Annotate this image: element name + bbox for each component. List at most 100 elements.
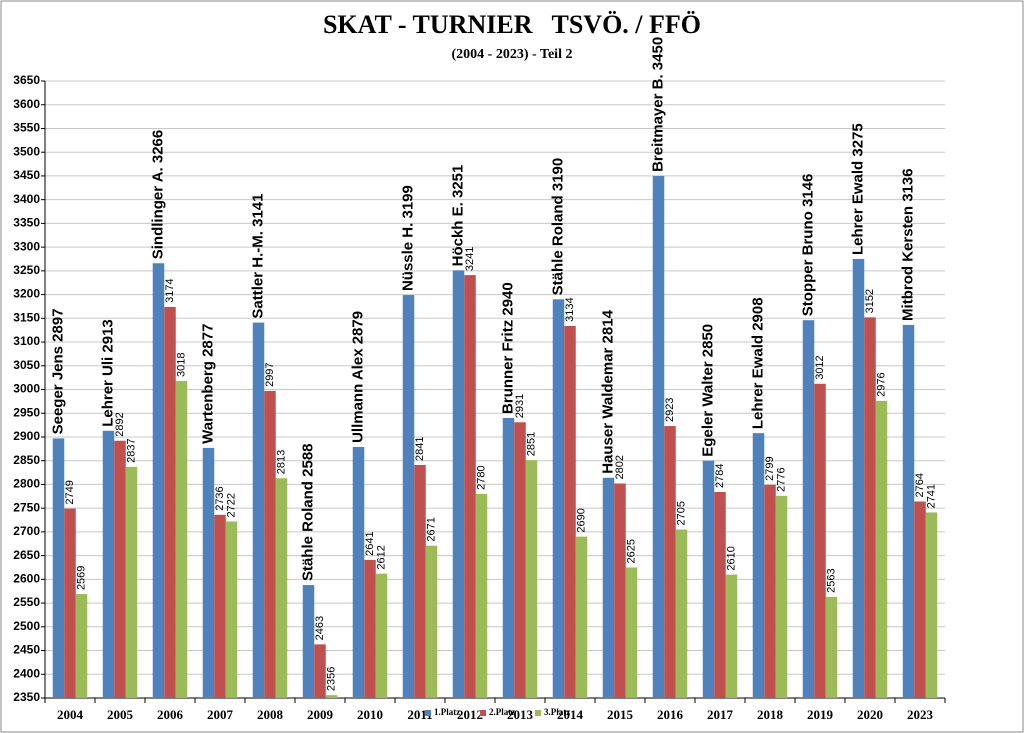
x-tick-label: 2017 bbox=[707, 707, 734, 722]
bar bbox=[564, 325, 576, 698]
y-tick-label: 3500 bbox=[13, 144, 40, 158]
bar bbox=[775, 495, 788, 698]
y-tick-label: 3450 bbox=[13, 168, 40, 182]
y-tick-label: 3550 bbox=[13, 121, 40, 135]
bar bbox=[102, 430, 115, 698]
chart-subtitle: (2004 - 2023) - Teil 2 bbox=[452, 47, 573, 62]
y-tick-label: 3350 bbox=[13, 216, 40, 230]
y-tick-label: 3300 bbox=[13, 239, 40, 253]
bar bbox=[552, 299, 565, 698]
data-label: 2764 bbox=[914, 473, 926, 497]
x-tick-label: 2015 bbox=[607, 707, 634, 722]
bar bbox=[502, 417, 515, 698]
data-label: 2780 bbox=[475, 465, 487, 489]
bar bbox=[925, 512, 938, 698]
bar bbox=[264, 390, 276, 698]
bar bbox=[464, 275, 476, 698]
y-tick-label: 2350 bbox=[13, 690, 40, 704]
y-tick-label: 3250 bbox=[13, 263, 40, 277]
y-tick-label: 3000 bbox=[13, 382, 40, 396]
data-label: Nüssle H. 3199 bbox=[399, 185, 416, 291]
bar bbox=[214, 514, 226, 698]
y-tick-label: 3600 bbox=[13, 97, 40, 111]
data-label: 3012 bbox=[814, 355, 826, 379]
bar bbox=[802, 320, 815, 698]
bar bbox=[864, 317, 876, 698]
x-tick-label: 2016 bbox=[657, 707, 684, 722]
data-label: Lehrer Ewald 3275 bbox=[849, 123, 866, 255]
x-tick-label: 2013 bbox=[507, 707, 534, 722]
legend-swatch bbox=[535, 710, 541, 716]
data-label: Egeler Walter 2850 bbox=[699, 324, 716, 457]
legend-swatch bbox=[480, 710, 486, 716]
data-label: Sattler H.-M. 3141 bbox=[249, 194, 266, 319]
data-label: 3152 bbox=[864, 289, 876, 313]
bar bbox=[902, 324, 915, 698]
y-tick-label: 2950 bbox=[13, 405, 40, 419]
y-tick-label: 2900 bbox=[13, 429, 40, 443]
data-label: Wartenberg 2877 bbox=[199, 324, 216, 444]
bar bbox=[352, 446, 365, 698]
bar bbox=[852, 258, 865, 698]
data-label: 2802 bbox=[614, 455, 626, 479]
data-label: 2892 bbox=[114, 412, 126, 436]
bar bbox=[814, 383, 826, 698]
data-label: Seeger Jens 2897 bbox=[49, 308, 66, 434]
data-label: 2563 bbox=[825, 568, 837, 592]
bar bbox=[575, 536, 588, 698]
y-tick-label: 2550 bbox=[13, 595, 40, 609]
bar bbox=[114, 440, 126, 698]
bar bbox=[402, 295, 415, 698]
data-label: 2931 bbox=[514, 394, 526, 418]
bar bbox=[125, 466, 138, 698]
x-tick-label: 2019 bbox=[807, 707, 834, 722]
bar bbox=[314, 644, 326, 698]
data-label: Lehrer Uli 2913 bbox=[99, 319, 116, 427]
bar bbox=[602, 477, 615, 698]
data-label: 3241 bbox=[464, 247, 476, 271]
data-label: Mitbrod Kersten 3136 bbox=[899, 168, 916, 321]
bar bbox=[414, 464, 426, 698]
bar bbox=[764, 484, 776, 698]
y-tick-label: 2400 bbox=[13, 666, 40, 680]
chart-title: SKAT - TURNIER TSVÖ. / FFÖ bbox=[323, 10, 701, 39]
data-label: 2705 bbox=[675, 501, 687, 525]
data-label: 2976 bbox=[875, 372, 887, 396]
bar bbox=[625, 567, 638, 698]
bar bbox=[275, 478, 288, 698]
y-tick-label: 3050 bbox=[13, 358, 40, 372]
y-tick-label: 2750 bbox=[13, 500, 40, 514]
bar bbox=[325, 695, 338, 698]
y-tick-label: 3650 bbox=[13, 73, 40, 87]
data-label: Höckh E. 3251 bbox=[449, 165, 466, 267]
bar bbox=[52, 438, 65, 698]
y-tick-label: 2600 bbox=[13, 572, 40, 586]
x-tick-label: 2007 bbox=[207, 707, 234, 722]
y-tick-label: 2500 bbox=[13, 619, 40, 633]
bar bbox=[302, 585, 315, 698]
data-label: 2799 bbox=[764, 456, 776, 480]
data-label: 2841 bbox=[414, 436, 426, 460]
data-label: 2612 bbox=[375, 545, 387, 569]
data-label: Stopper Bruno 3146 bbox=[799, 174, 816, 317]
bar bbox=[825, 596, 838, 698]
data-label: 2641 bbox=[364, 531, 376, 555]
bar bbox=[652, 175, 665, 698]
data-label: 2923 bbox=[664, 398, 676, 422]
bar bbox=[714, 492, 726, 698]
bar bbox=[702, 460, 715, 698]
bar bbox=[914, 501, 926, 698]
y-tick-label: 2850 bbox=[13, 453, 40, 467]
bar bbox=[164, 306, 176, 698]
bar bbox=[525, 460, 538, 698]
bar bbox=[875, 400, 888, 698]
x-tick-label: 2010 bbox=[357, 707, 383, 722]
data-label: 2671 bbox=[425, 517, 437, 541]
bar bbox=[425, 545, 438, 698]
x-tick-label: 2009 bbox=[307, 707, 334, 722]
data-label: 2690 bbox=[575, 508, 587, 532]
data-label: 2569 bbox=[75, 566, 87, 590]
x-tick-label: 2018 bbox=[757, 707, 784, 722]
x-tick-label: 2005 bbox=[107, 707, 134, 722]
